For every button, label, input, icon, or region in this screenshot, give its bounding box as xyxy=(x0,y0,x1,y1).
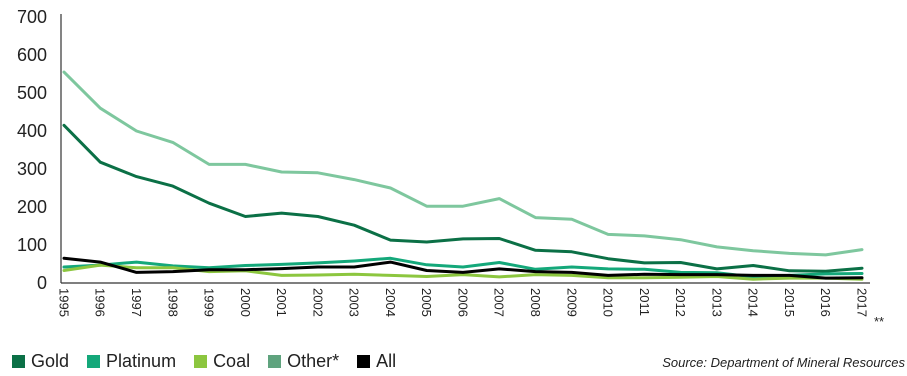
y-tick-label: 0 xyxy=(37,273,47,293)
legend-label-all: All xyxy=(376,351,397,371)
x-tick-label: 1999 xyxy=(202,288,217,317)
series-line-all xyxy=(62,256,864,280)
x-tick-label: 2014 xyxy=(746,288,761,317)
x-tick-label: 2015 xyxy=(782,288,797,317)
series-line-gold xyxy=(62,123,864,273)
x-tick-label: 2008 xyxy=(528,288,543,317)
x-tick-label: 2003 xyxy=(347,288,362,317)
legend-item-coal: Coal xyxy=(194,351,250,372)
x-tick-label: 2007 xyxy=(492,288,507,317)
y-tick-labels: 0 100 200 300 400 500 600 700 xyxy=(17,7,47,293)
legend-swatch-other xyxy=(268,355,282,368)
x-tick-label: 2001 xyxy=(274,288,289,317)
y-tick-label: 200 xyxy=(17,197,47,217)
legend-swatch-coal xyxy=(194,355,208,368)
x-tick-label: 1995 xyxy=(56,288,71,317)
legend: Gold Platinum Coal Other* All xyxy=(12,351,396,372)
series-line-other xyxy=(62,70,864,257)
x-tick-label: 1996 xyxy=(93,288,108,317)
legend-swatch-platinum xyxy=(87,355,101,368)
y-tick-label: 100 xyxy=(17,235,47,255)
y-tick-label: 400 xyxy=(17,121,47,141)
legend-label-gold: Gold xyxy=(31,351,70,371)
legend-item-other: Other* xyxy=(268,351,339,372)
y-tick-label: 300 xyxy=(17,159,47,179)
legend-label-platinum: Platinum xyxy=(106,351,177,371)
y-tick-label: 500 xyxy=(17,83,47,103)
x-tick-label: 1998 xyxy=(165,288,180,317)
x-tick-label: 2002 xyxy=(310,288,325,317)
x-tick-label: 2010 xyxy=(601,288,616,317)
x-tick-labels: 1995 1996 1997 1998 1999 2000 2001 2002 2003 2004… xyxy=(56,288,884,329)
source-note: Source: Department of Mineral Resources xyxy=(662,355,905,370)
legend-item-gold: Gold xyxy=(12,351,69,372)
legend-swatch-gold xyxy=(12,355,25,368)
legend-item-all: All xyxy=(357,351,396,372)
x-tick-footnote-marker: ** xyxy=(874,314,884,329)
legend-label-coal: Coal xyxy=(213,351,251,371)
x-tick-label: 2016 xyxy=(818,288,833,317)
x-tick-label: 2011 xyxy=(637,288,652,316)
series-lines xyxy=(62,70,864,281)
x-tick-label: 2006 xyxy=(455,288,470,317)
x-tick-label: 2009 xyxy=(564,288,579,317)
x-tick-label: 2005 xyxy=(419,288,434,317)
x-tick-label: 2000 xyxy=(238,288,253,317)
x-tick-label: 2004 xyxy=(383,288,398,317)
x-tick-label: 1997 xyxy=(129,288,144,317)
legend-item-platinum: Platinum xyxy=(87,351,176,372)
x-tick-label: 2017 xyxy=(854,288,869,317)
legend-swatch-all xyxy=(357,355,371,368)
y-tick-label: 600 xyxy=(17,45,47,65)
x-tick-label: 2012 xyxy=(673,288,688,317)
x-tick-label: 2013 xyxy=(709,288,724,317)
y-tick-label: 700 xyxy=(17,7,47,27)
legend-label-other: Other* xyxy=(287,351,340,371)
